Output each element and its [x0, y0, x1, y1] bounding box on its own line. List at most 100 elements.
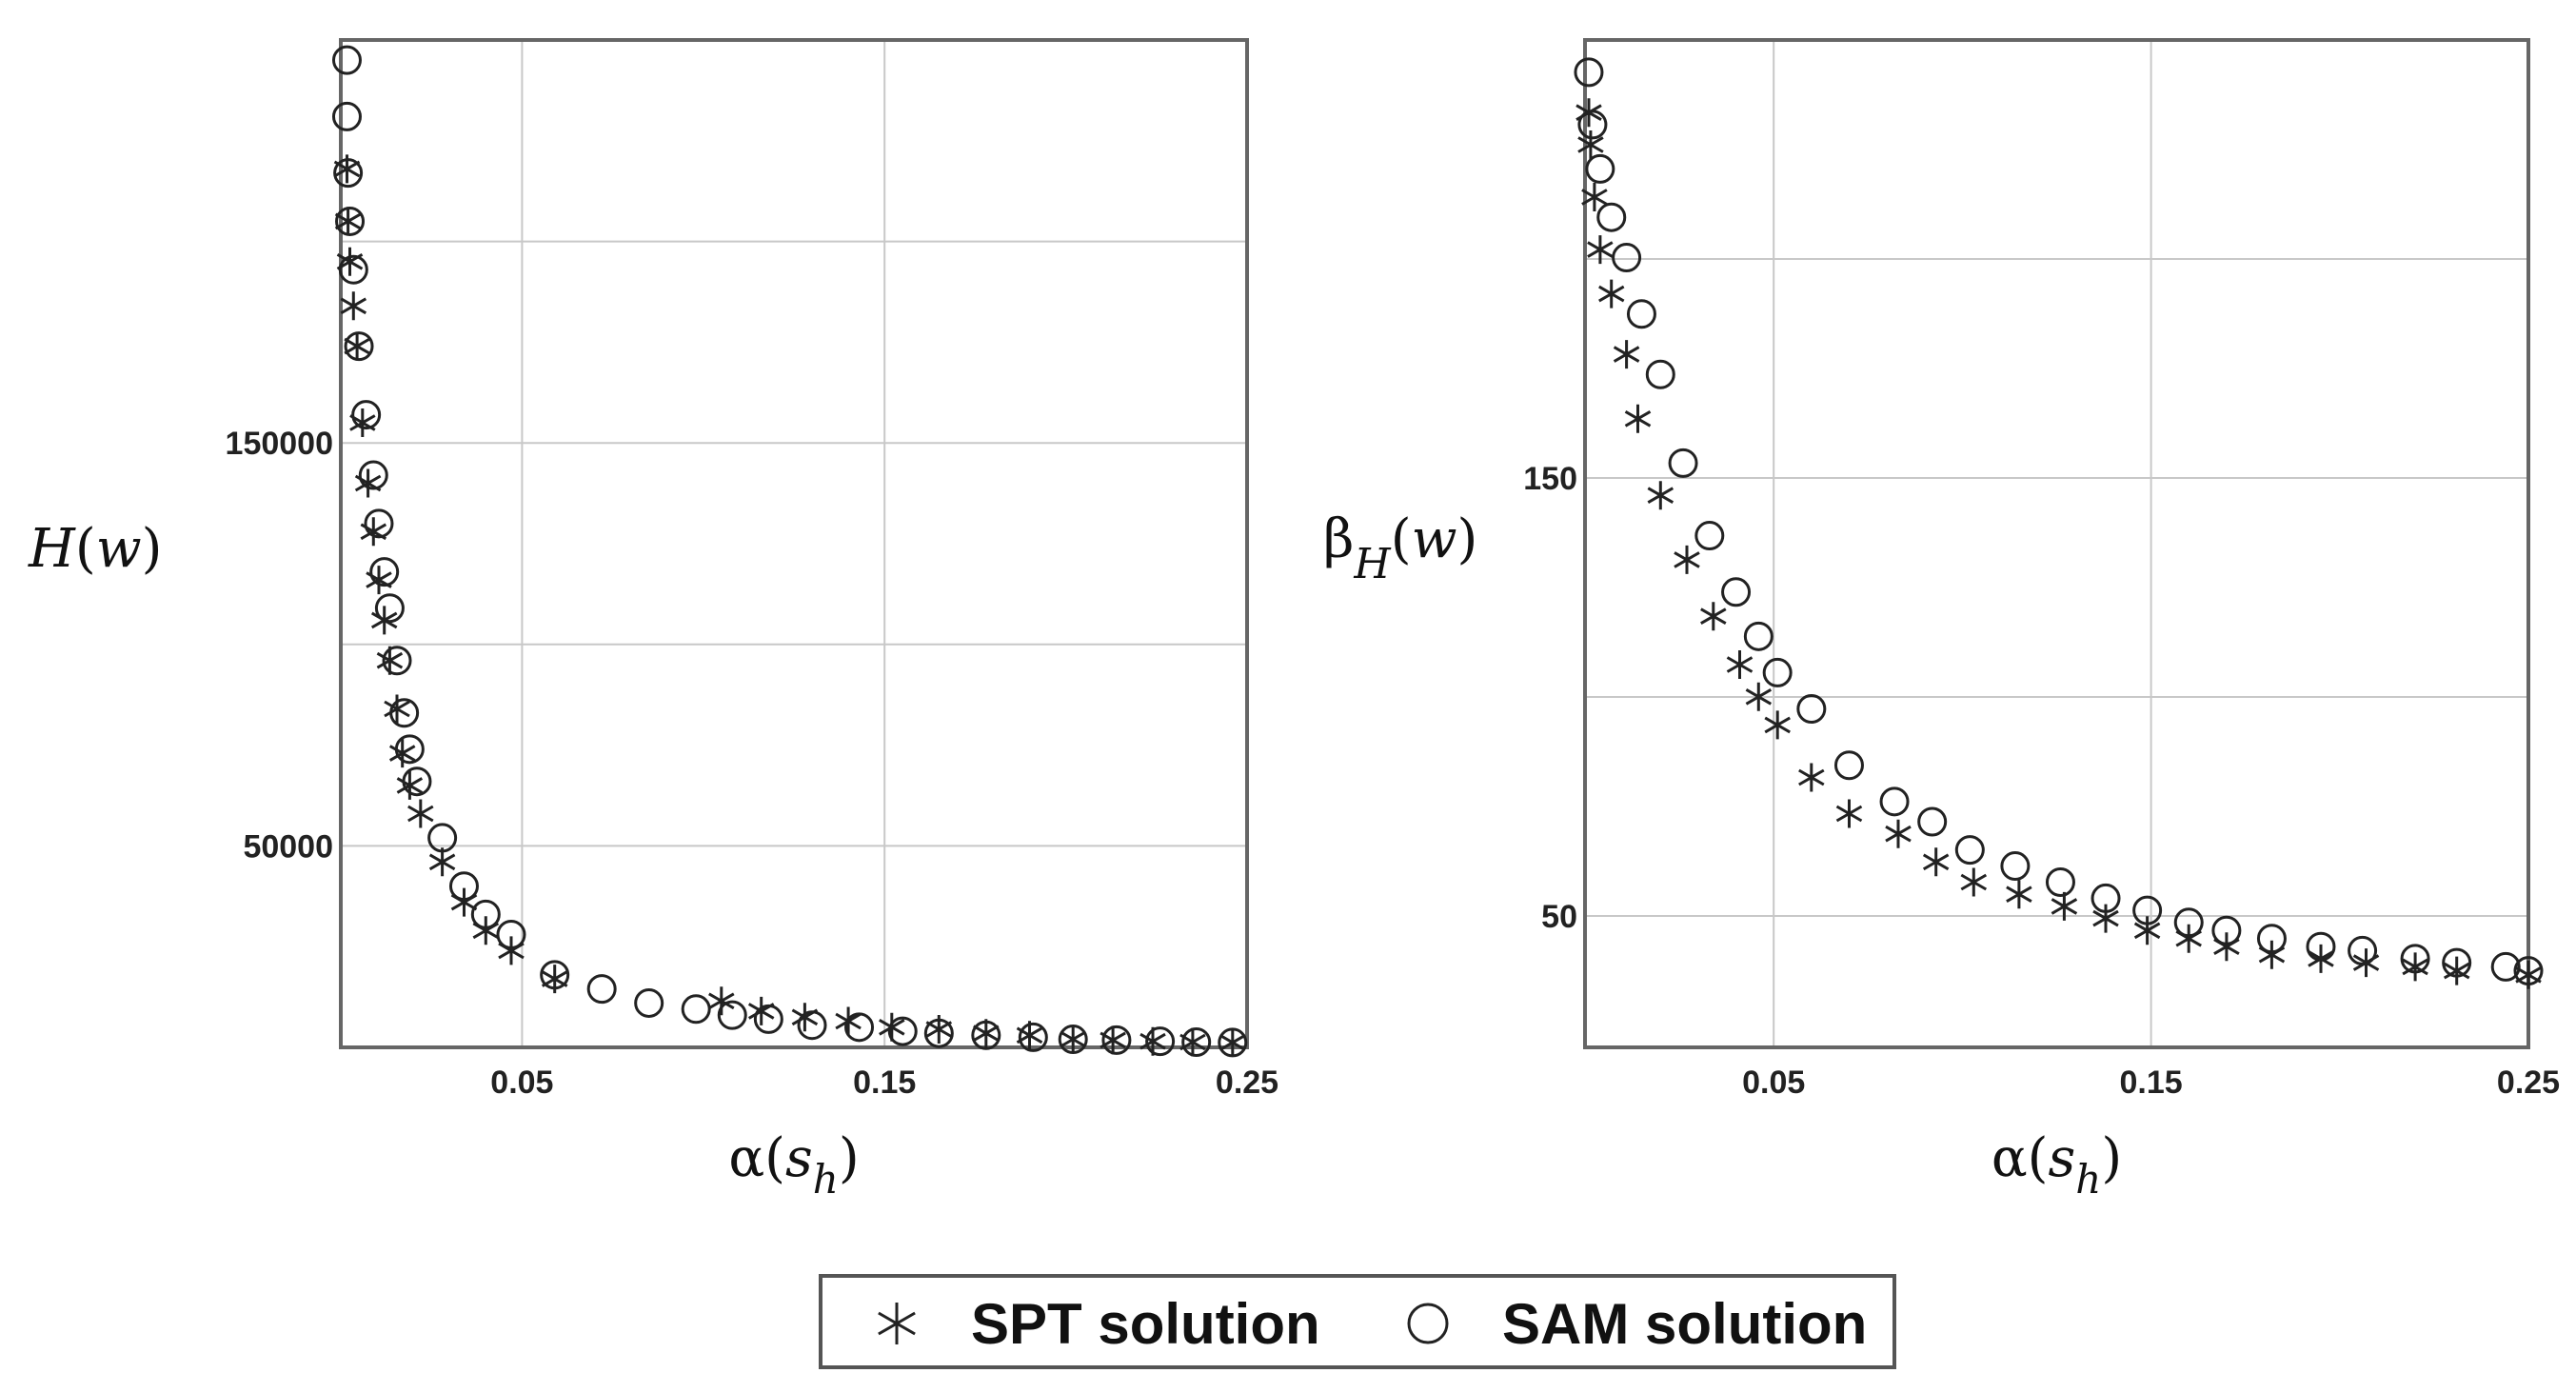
- sam-circle-point: [1145, 1026, 1176, 1057]
- sam-circle-point: [1917, 806, 1948, 837]
- spt-star-point: [1624, 404, 1652, 433]
- spt-star-point: [384, 694, 410, 724]
- legend-label-spt: SPT solution: [971, 1292, 1320, 1356]
- sam-circle-point: [331, 45, 362, 75]
- sam-circle-point: [1577, 109, 1608, 140]
- sam-circle-point: [333, 158, 364, 189]
- x-tick-label: 0.15: [853, 1065, 916, 1101]
- sam-circle-point: [1218, 1027, 1248, 1058]
- spt-star-point: [2092, 904, 2119, 933]
- spt-star-point: [1587, 235, 1614, 265]
- spt-star-point: [340, 291, 367, 321]
- sam-circle-point: [344, 331, 374, 362]
- x-tick-label: 0.25: [2497, 1065, 2560, 1101]
- spt-star-point: [388, 739, 416, 768]
- sam-circle-point: [358, 460, 388, 490]
- sam-circle-point: [338, 254, 368, 285]
- plot-area: [1585, 40, 2528, 1047]
- sam-circle-point: [448, 871, 479, 902]
- left-chart-h-of-w: 0.05 0.15 0.25 50000 150000 α(sh) H(w): [28, 38, 1278, 1203]
- sam-circle-point: [2513, 956, 2544, 986]
- spt-star-point: [1885, 819, 1912, 848]
- legend-spt-star-icon: [878, 1303, 916, 1344]
- sam-circle-point: [2091, 883, 2121, 913]
- spt-star-point: [1577, 130, 1604, 159]
- sam-circle-point: [1018, 1022, 1048, 1052]
- sam-circle-point: [2400, 944, 2430, 974]
- legend-star-shape: [878, 1303, 916, 1344]
- x-tick-label: 0.05: [490, 1065, 553, 1101]
- y-axis-label: βH(w): [1323, 508, 1477, 588]
- sam-circle-point: [389, 698, 420, 728]
- sam-circle-point: [1668, 448, 1698, 478]
- sam-circle-point: [374, 593, 405, 624]
- spt-star-point: [2443, 956, 2470, 985]
- spt-star-point: [1598, 279, 1625, 308]
- x-tick-label: 0.25: [1216, 1065, 1278, 1101]
- sam-circle-point: [1796, 694, 1827, 725]
- sam-circle-point: [335, 206, 366, 236]
- sam-circle-point: [1101, 1025, 1132, 1055]
- spt-star-point: [1922, 847, 1950, 877]
- sam-circle-point: [1626, 299, 1656, 329]
- spt-star-point: [1764, 710, 1791, 740]
- plot-area: [341, 40, 1247, 1047]
- spt-star-point: [2051, 891, 2078, 921]
- spt-star-point: [334, 207, 362, 236]
- sam-circle-point: [427, 823, 458, 853]
- spt-star-point: [1581, 183, 1608, 211]
- sam-circle-point: [2442, 947, 2472, 978]
- spt-star-point: [2006, 880, 2032, 909]
- sam-circle-point: [2132, 895, 2163, 925]
- sam-circle-point: [1645, 359, 1675, 389]
- spt-star-point: [1219, 1027, 1246, 1057]
- plot-frame: [1583, 38, 2530, 1049]
- sam-circle-point: [1596, 202, 1627, 232]
- sam-circle-point: [1879, 786, 1910, 817]
- spt-star-point: [708, 986, 735, 1016]
- sam-circle-point: [382, 646, 412, 676]
- sam-circle-point: [1833, 750, 1864, 781]
- sam-circle-point: [394, 734, 425, 765]
- right-chart-beta-h-of-w: 0.05 0.15 0.25 150 50 α(sh) βH(w): [1323, 38, 2560, 1203]
- sam-circle-point: [1954, 835, 1985, 866]
- x-axis-label: α(sh): [728, 1127, 859, 1203]
- spt-star-point: [1700, 602, 1727, 631]
- spt-star-point: [1647, 481, 1674, 510]
- spt-star-point: [407, 799, 434, 828]
- legend-sam-circle-icon: [1407, 1303, 1449, 1344]
- sam-circle-point: [496, 920, 526, 950]
- sam-circle-point: [331, 101, 362, 131]
- sam-circle-point: [470, 899, 501, 929]
- x-axis-label: α(sh): [1991, 1127, 2122, 1203]
- sam-circle-point: [369, 557, 400, 587]
- sam-circle-point: [2348, 935, 2378, 965]
- sam-circle-point: [634, 987, 664, 1018]
- sam-circle-point: [2045, 866, 2075, 897]
- sam-circle-point: [1721, 577, 1752, 607]
- spt-star-point: [1613, 340, 1640, 369]
- sam-circle-point: [923, 1018, 954, 1048]
- sam-circle-point: [364, 508, 394, 539]
- plot-frame: [339, 38, 1249, 1049]
- spt-star-point: [1745, 682, 1773, 711]
- y-tick-label: 50000: [243, 828, 333, 865]
- spt-star-point: [1960, 867, 1988, 897]
- sam-circle-point: [971, 1020, 1001, 1050]
- sam-circle-point: [1612, 243, 1642, 273]
- sam-circle-point: [717, 1000, 747, 1030]
- sam-circle-point: [844, 1012, 875, 1043]
- spt-star-point: [1674, 545, 1700, 574]
- sam-circle-point: [586, 974, 617, 1005]
- y-axis-label: H(w): [28, 518, 163, 580]
- sam-circle-point: [540, 960, 570, 990]
- legend-label-sam: SAM solution: [1502, 1292, 1867, 1356]
- sam-circle-point: [2211, 915, 2242, 945]
- y-tick-label: 50: [1541, 899, 1577, 935]
- sam-circle-point: [1762, 657, 1793, 687]
- sam-circle-point: [351, 400, 382, 430]
- spt-star-point: [1798, 763, 1825, 792]
- sam-circle-point: [1058, 1025, 1088, 1055]
- sam-circle-point: [1574, 57, 1604, 88]
